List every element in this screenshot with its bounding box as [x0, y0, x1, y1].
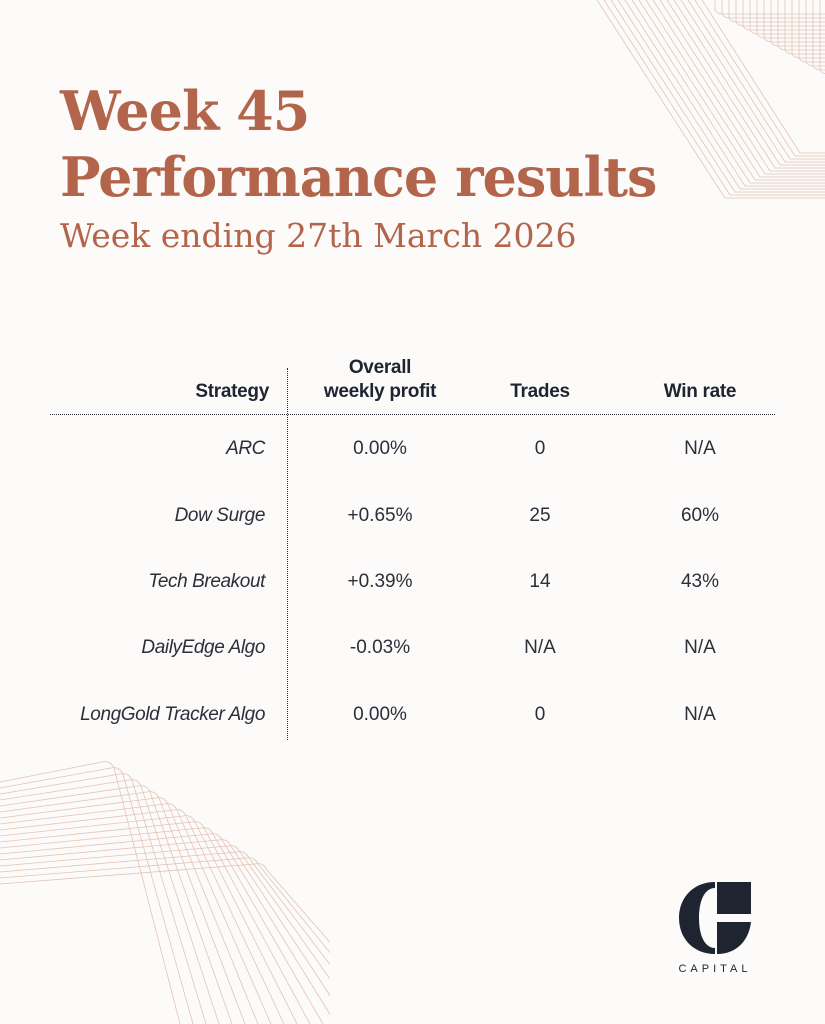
- win-rate-value: N/A: [684, 438, 716, 459]
- trades-value: N/A: [524, 637, 556, 658]
- profit-value: -0.03%: [349, 637, 411, 658]
- header-profit-line2: weekly profit: [323, 381, 437, 402]
- win-rate-value: 60%: [680, 505, 720, 526]
- strategy-name: ARC: [226, 438, 265, 459]
- header-win-rate: Win rate: [663, 381, 737, 402]
- page-subtitle: Week ending 27th March 2026: [60, 216, 577, 255]
- profit-value: +0.65%: [347, 505, 413, 526]
- results-table: Strategy Overall weekly profit Trades Wi…: [0, 350, 825, 750]
- strategy-name: LongGold Tracker Algo: [80, 704, 265, 725]
- header-overall-weekly-profit: Overall weekly profit: [323, 356, 437, 404]
- logo-wordmark: CAPITAL: [678, 963, 752, 975]
- column-divider: [287, 368, 288, 740]
- win-rate-value: N/A: [684, 704, 716, 725]
- page-title-week: Week 45: [60, 79, 310, 143]
- header-strategy: Strategy: [195, 381, 269, 402]
- title-block: Week 45 Performance results Week ending …: [60, 78, 657, 256]
- strategy-name: Dow Surge: [174, 505, 266, 526]
- g-capital-logo-icon: [679, 882, 751, 954]
- decorative-lines-top-right: [596, 0, 825, 199]
- trades-value: 0: [534, 704, 546, 725]
- header-divider: [50, 414, 775, 415]
- page-title-performance: Performance results: [60, 145, 657, 209]
- profit-value: 0.00%: [353, 438, 407, 459]
- header-profit-line1: Overall: [348, 357, 412, 378]
- trades-value: 0: [534, 438, 546, 459]
- trades-value: 14: [529, 571, 551, 592]
- trades-value: 25: [529, 505, 551, 526]
- decorative-lines-bottom-left: [0, 761, 330, 1024]
- table-row: Tech Breakout +0.39% 14 43%: [0, 567, 825, 597]
- table-row: Dow Surge +0.65% 25 60%: [0, 501, 825, 531]
- win-rate-value: N/A: [684, 637, 716, 658]
- company-logo: CAPITAL: [672, 878, 762, 978]
- profit-value: 0.00%: [353, 704, 407, 725]
- win-rate-value: 43%: [680, 571, 720, 592]
- strategy-name: DailyEdge Algo: [141, 637, 265, 658]
- table-row: LongGold Tracker Algo 0.00% 0 N/A: [0, 700, 825, 730]
- strategy-name: Tech Breakout: [148, 571, 265, 592]
- table-row: ARC 0.00% 0 N/A: [0, 434, 825, 464]
- profit-value: +0.39%: [347, 571, 413, 592]
- table-row: DailyEdge Algo -0.03% N/A N/A: [0, 633, 825, 663]
- header-trades: Trades: [510, 381, 570, 402]
